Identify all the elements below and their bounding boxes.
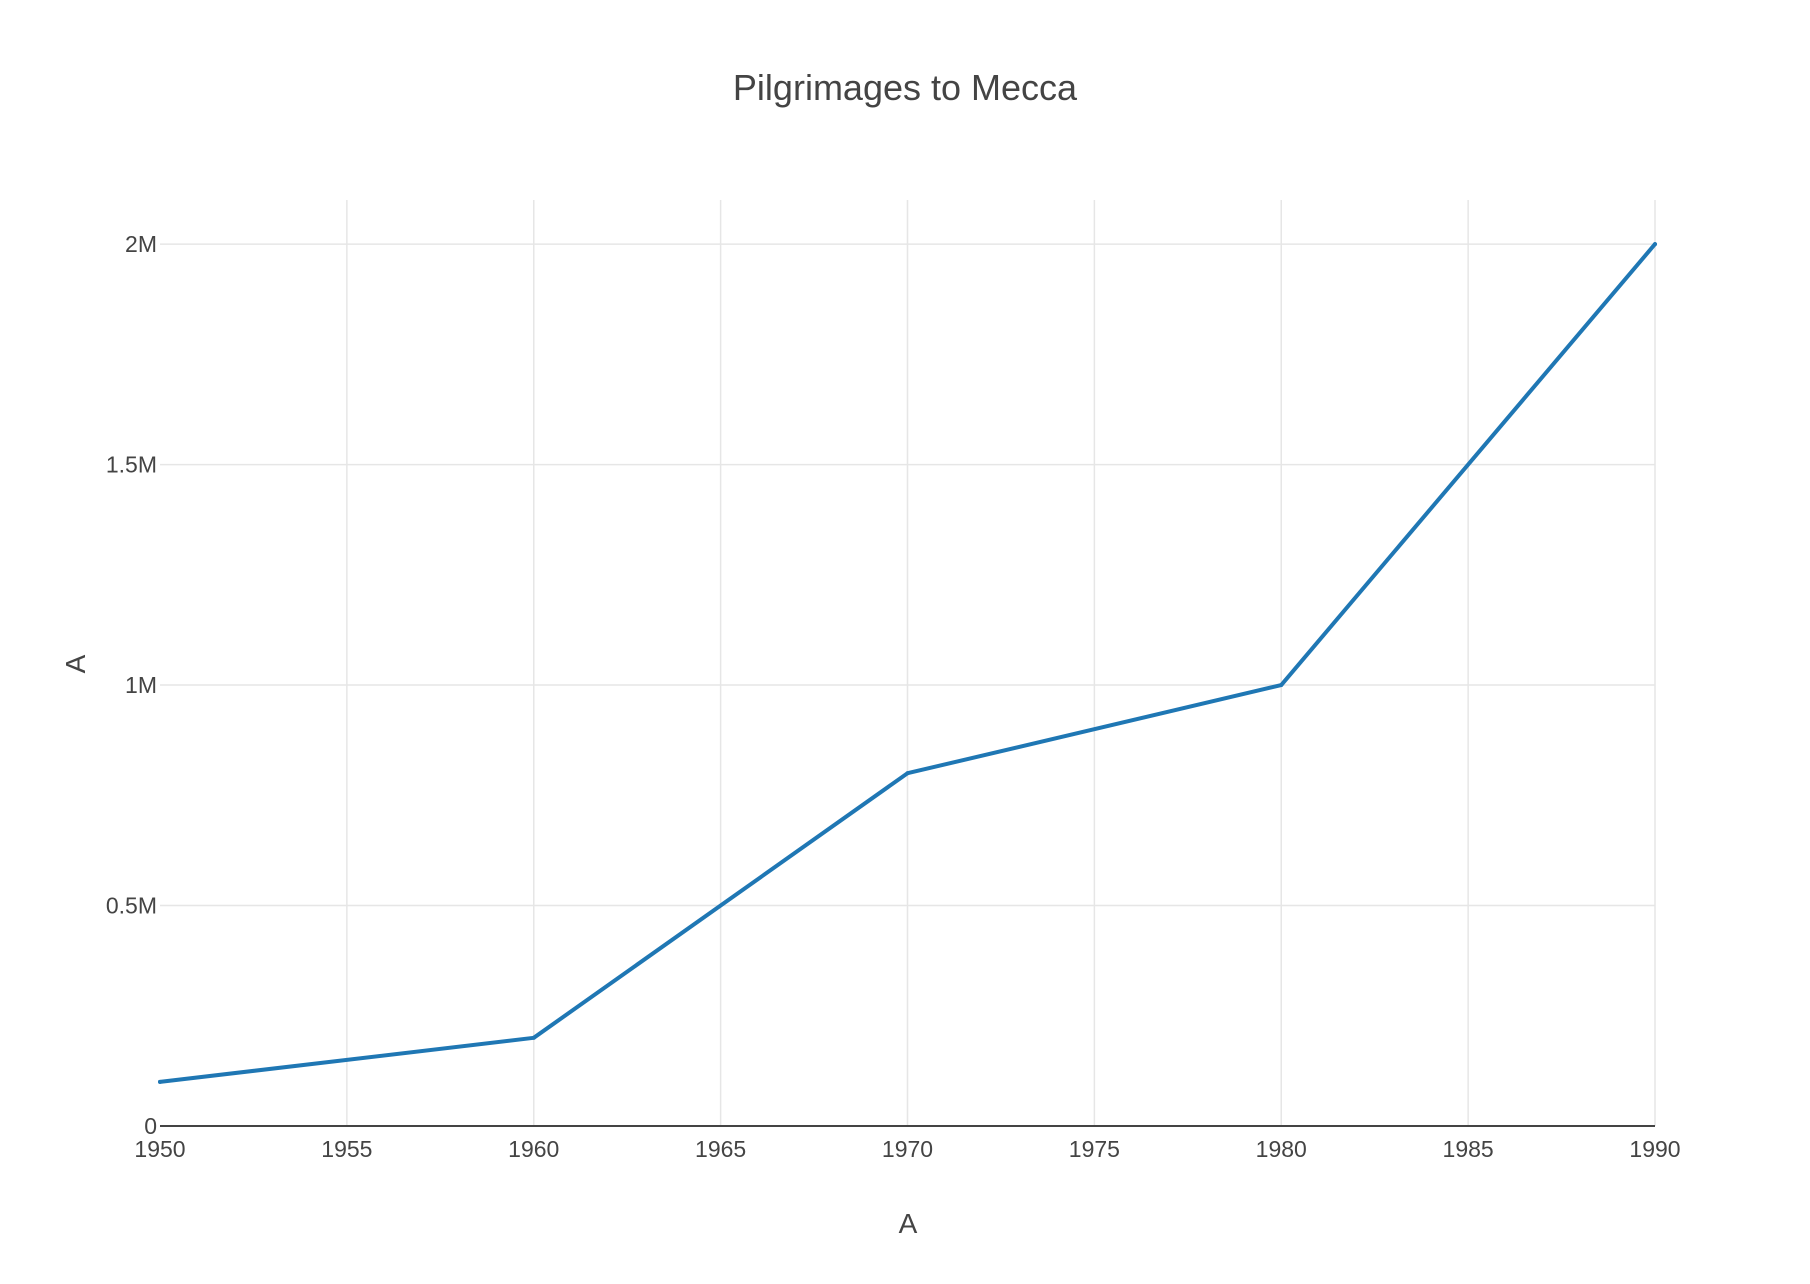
y-gridlines — [160, 243, 1655, 907]
data-point-1980 — [1279, 683, 1284, 688]
y-tick-label-1.5M: 1.5M — [106, 452, 157, 478]
chart-title: Pilgrimages to Mecca — [733, 67, 1078, 108]
x-tick-label-1960: 1960 — [508, 1136, 559, 1162]
x-axis-title: A — [899, 1208, 918, 1239]
x-tick-label-1965: 1965 — [695, 1136, 746, 1162]
x-tick-label-1970: 1970 — [882, 1136, 933, 1162]
data-point-1990 — [1653, 242, 1657, 247]
x-tick-label-1975: 1975 — [1069, 1136, 1120, 1162]
x-tick-label-1985: 1985 — [1443, 1136, 1494, 1162]
x-tick-label-1980: 1980 — [1256, 1136, 1307, 1162]
x-tick-label-1990: 1990 — [1629, 1136, 1680, 1162]
series-layer — [158, 242, 1657, 1084]
y-tick-label-2M: 2M — [125, 231, 157, 257]
y-tick-labels: 0 0.5M 1M 1.5M 2M — [106, 231, 157, 1139]
x-gridlines — [346, 200, 1656, 1126]
y-tick-label-0.5M: 0.5M — [106, 893, 157, 919]
y-tick-label-0: 0 — [144, 1113, 157, 1139]
data-point-1950 — [158, 1079, 162, 1084]
x-tick-label-1950: 1950 — [134, 1136, 185, 1162]
x-tick-label-1955: 1955 — [321, 1136, 372, 1162]
y-axis-title: A — [60, 654, 91, 673]
data-point-1970 — [905, 771, 910, 776]
data-point-1960 — [531, 1035, 536, 1040]
y-tick-label-1M: 1M — [125, 672, 157, 698]
x-tick-labels: 1950 1955 1960 1965 1970 1975 1980 1985 1990 — [134, 1136, 1680, 1162]
